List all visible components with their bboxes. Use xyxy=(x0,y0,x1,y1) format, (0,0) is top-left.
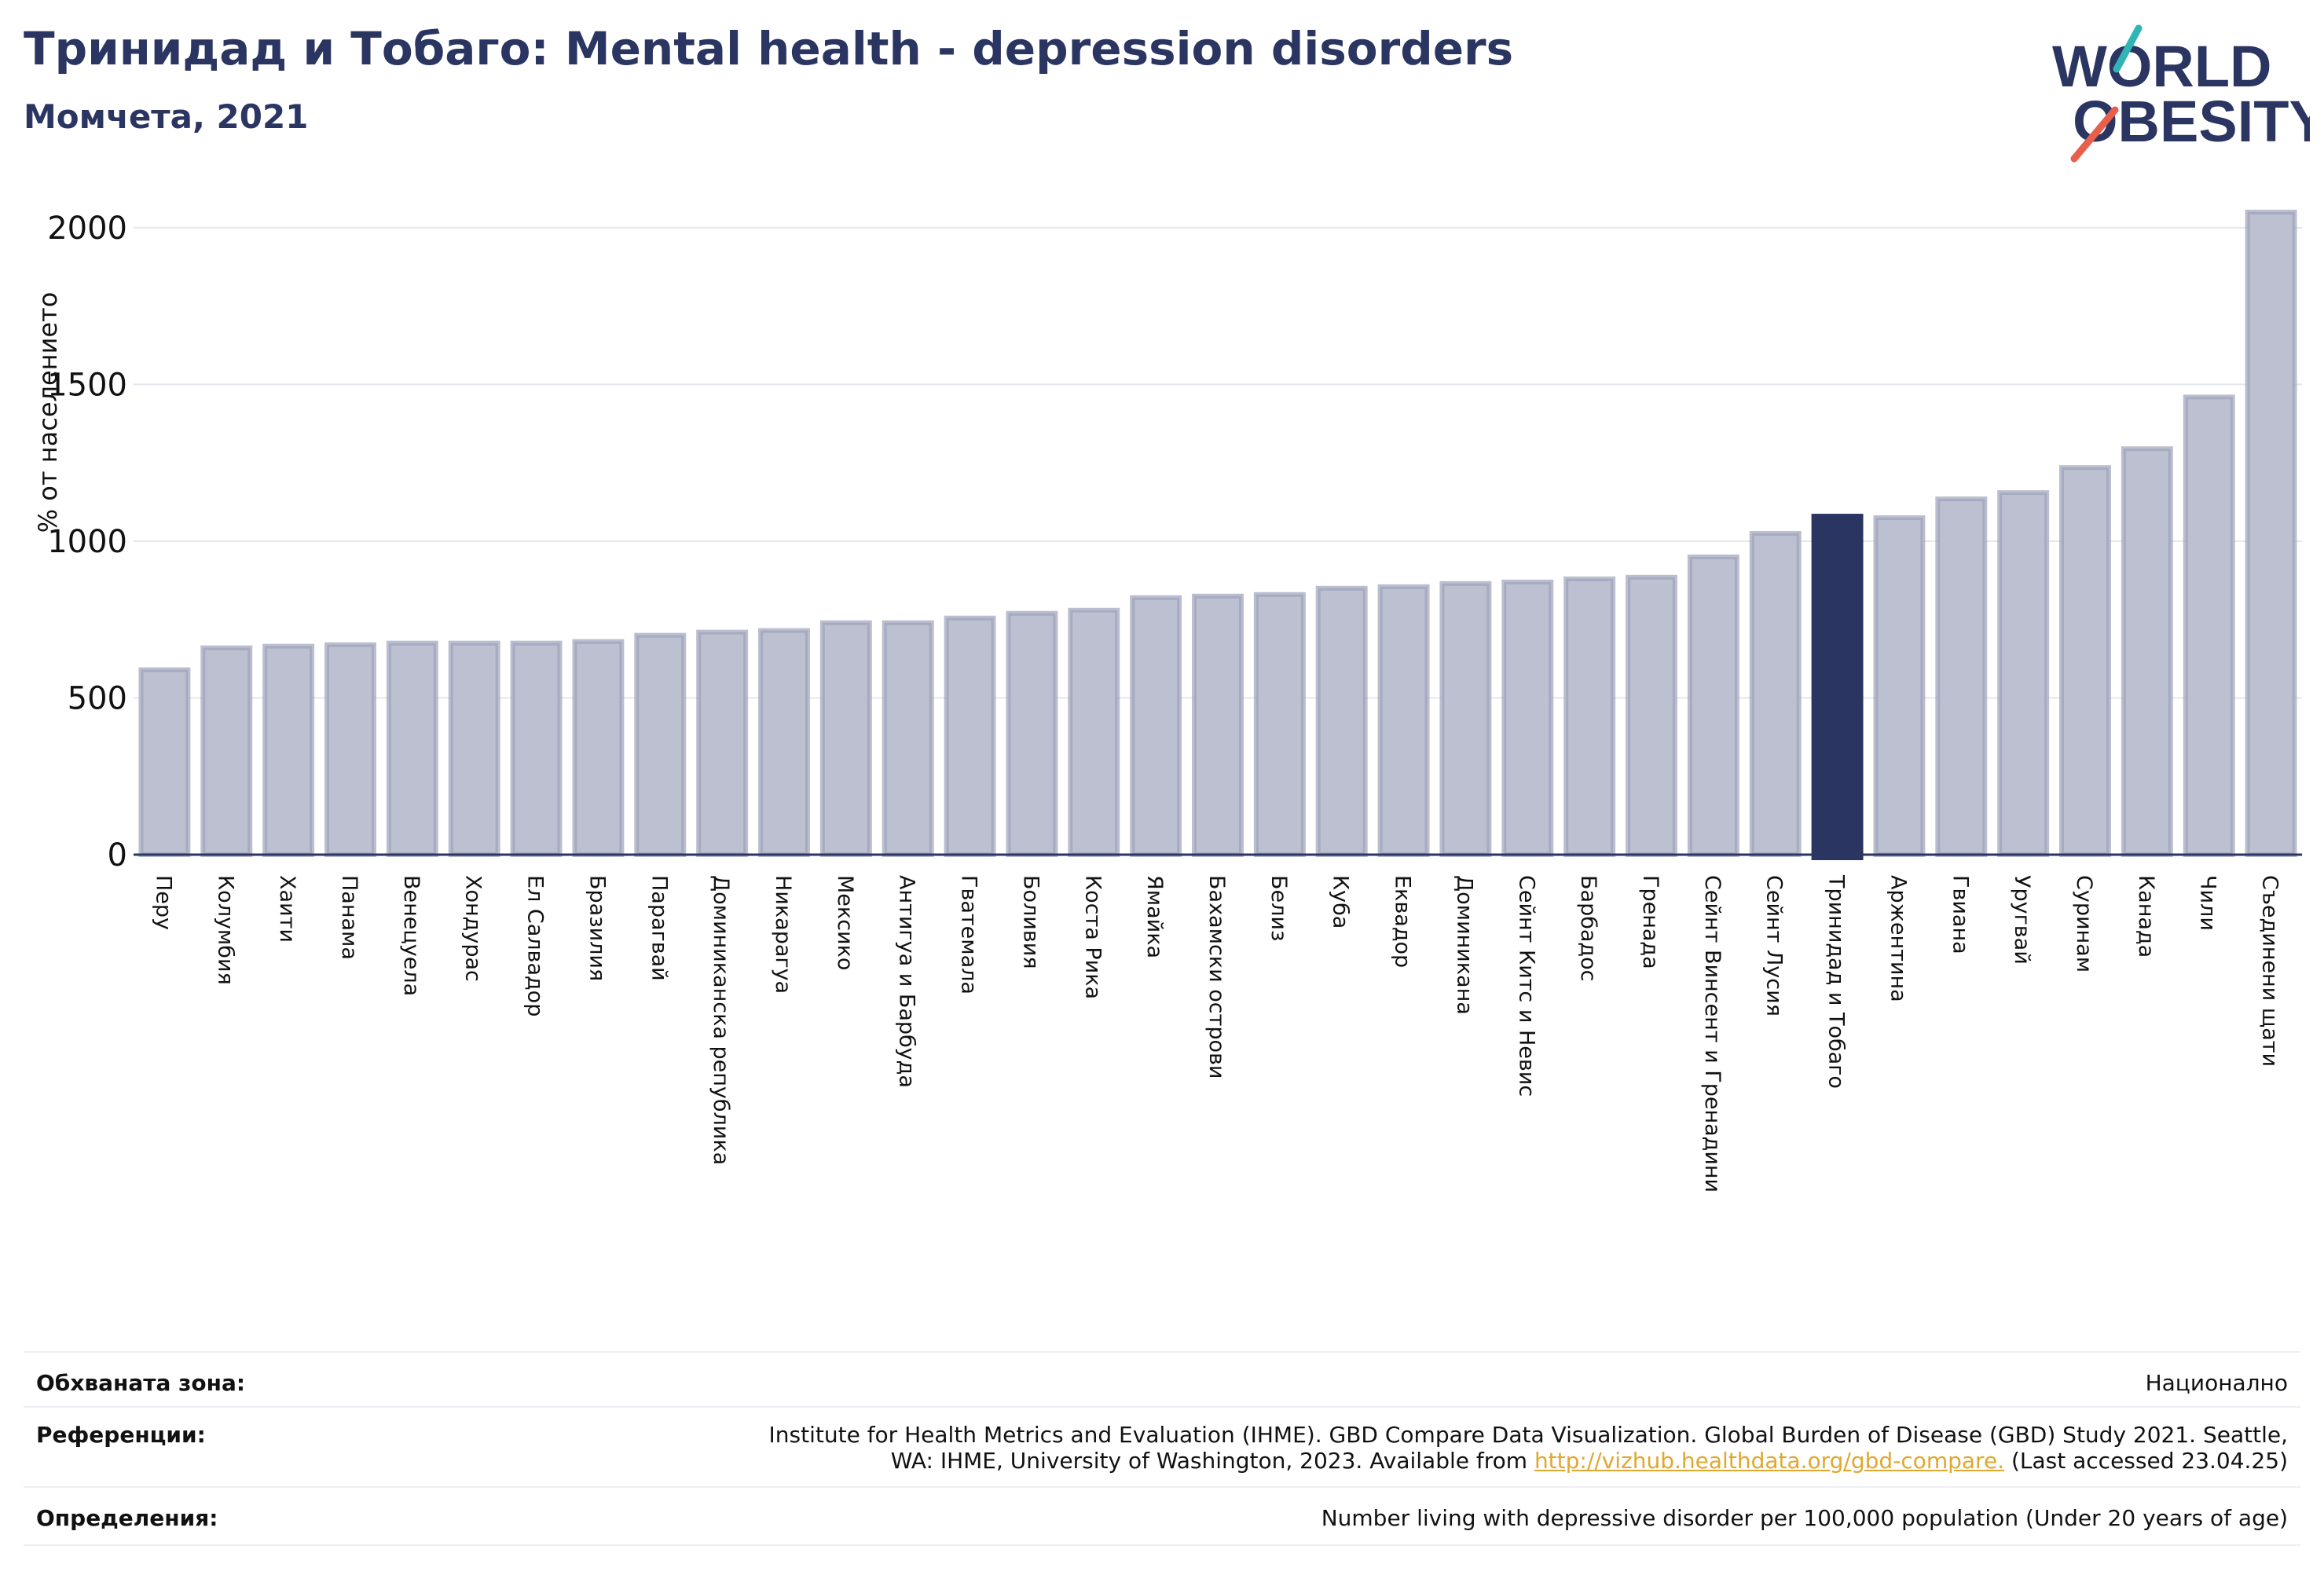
x-tick-label: Бразилия xyxy=(585,875,609,981)
x-tick-label: Гватемала xyxy=(957,875,981,994)
bar-chart: 0 500 1000 1500 2000 % от населението Перу Колу… xyxy=(33,209,2302,1192)
y-tick-label: 1500 xyxy=(47,367,127,403)
x-tick-label: Доминиканска република xyxy=(709,875,733,1165)
x-tick-label: Хаити xyxy=(275,875,299,943)
references-line-1: Institute for Health Metrics and Evaluat… xyxy=(768,1422,2288,1448)
bar[interactable] xyxy=(1068,607,1120,857)
bar[interactable] xyxy=(572,639,625,858)
bar[interactable] xyxy=(1501,579,1554,857)
references-value: Institute for Health Metrics and Evaluat… xyxy=(769,1422,2288,1474)
x-tick-label: Барбадос xyxy=(1576,875,1600,981)
x-tick-label: Сейнт Китс и Невис xyxy=(1514,875,1538,1097)
bar[interactable] xyxy=(1563,576,1616,857)
bar[interactable] xyxy=(1935,496,1988,857)
bar[interactable] xyxy=(758,628,810,858)
x-tick-label: Суринам xyxy=(2072,875,2096,972)
x-tick-label: Перу xyxy=(151,875,175,930)
y-tick-label: 500 xyxy=(68,680,127,716)
bar[interactable] xyxy=(1253,592,1306,857)
y-tick-label: 1000 xyxy=(47,524,127,560)
x-tick-label: Панама xyxy=(337,875,361,960)
bar[interactable] xyxy=(1377,584,1430,857)
x-tick-label: Куба xyxy=(1329,875,1353,929)
bar[interactable] xyxy=(944,615,996,857)
x-tick-label: Парагвай xyxy=(647,875,671,981)
x-tick-label: Канада xyxy=(2134,875,2158,958)
x-tick-label: Ямайка xyxy=(1142,875,1167,958)
bar[interactable] xyxy=(1873,515,1926,857)
chart-title: Тринидад и Тобаго: Mental health - depre… xyxy=(24,22,1514,75)
bar[interactable] xyxy=(386,640,438,858)
x-tick-label: Съединени щати xyxy=(2258,875,2282,1067)
x-tick-label: Ел Салвадор xyxy=(523,875,548,1016)
x-tick-label: Мексико xyxy=(833,875,857,970)
coverage-label: Обхваната зона: xyxy=(36,1370,246,1396)
bar[interactable] xyxy=(262,643,315,858)
bar[interactable] xyxy=(1130,595,1182,857)
references-link[interactable]: http://vizhub.healthdata.org/gbd-compare… xyxy=(1534,1448,2005,1474)
x-tick-label: Никарагуа xyxy=(771,875,795,994)
bar[interactable] xyxy=(138,667,191,857)
x-tick-label: Белиз xyxy=(1266,875,1291,941)
definitions-row: Определения: Number living with depressi… xyxy=(24,1486,2300,1546)
x-tick-label: Тринидад и Тобаго xyxy=(1824,874,1849,1089)
x-tick-label: Доминикана xyxy=(1452,875,1476,1015)
bar[interactable] xyxy=(2059,465,2111,858)
references-label: Референции: xyxy=(36,1422,206,1448)
x-tick-label: Хондурас xyxy=(461,875,486,982)
world-obesity-logo: WORLD OBESITY xyxy=(2052,24,2310,163)
coverage-row: Обхваната зона: Национално xyxy=(24,1351,2300,1408)
x-tick-label: Еквадор xyxy=(1391,875,1415,968)
coverage-value: Национално xyxy=(2145,1370,2288,1396)
bar[interactable] xyxy=(324,642,376,858)
bar[interactable] xyxy=(1006,610,1058,857)
bar[interactable] xyxy=(2245,209,2297,857)
x-tick-label: Колумбия xyxy=(213,875,237,985)
references-row: Референции: Institute for Health Metrics… xyxy=(24,1406,2300,1488)
definitions-value: Number living with depressive disorder p… xyxy=(1321,1505,2288,1531)
bar[interactable] xyxy=(448,640,500,858)
bar[interactable] xyxy=(1997,490,2050,857)
chart-subtitle: Момчета, 2021 xyxy=(24,97,309,136)
x-tick-label: Боливия xyxy=(1018,875,1043,969)
bar[interactable] xyxy=(696,629,749,858)
x-tick-label: Чили xyxy=(2196,875,2220,931)
definitions-label: Определения: xyxy=(36,1505,218,1531)
x-tick-label: Бахамски острови xyxy=(1204,875,1229,1079)
bar[interactable] xyxy=(1749,530,1802,857)
svg-text:WORLD: WORLD xyxy=(2052,34,2272,99)
x-tick-label: Венецуела xyxy=(399,875,423,996)
bar[interactable] xyxy=(1687,554,1739,858)
x-tick-label: Сейнт Лусия xyxy=(1762,875,1787,1016)
x-tick-label: Аржентина xyxy=(1886,875,1910,1002)
bar[interactable] xyxy=(1439,581,1492,857)
bar[interactable] xyxy=(510,640,563,858)
bar[interactable] xyxy=(819,620,872,857)
bar[interactable] xyxy=(2121,446,2173,857)
y-tick-label: 2000 xyxy=(47,211,127,247)
references-text: WA: IHME, University of Washington, 2023… xyxy=(890,1448,1534,1474)
y-axis-label: % от населението xyxy=(33,292,63,533)
bar[interactable] xyxy=(1315,585,1368,857)
bar[interactable] xyxy=(882,620,934,857)
bar[interactable] xyxy=(1192,593,1244,857)
bar[interactable] xyxy=(1626,574,1677,857)
bar[interactable] xyxy=(200,645,253,858)
x-tick-label: Сейнт Винсент и Гренадини xyxy=(1700,875,1725,1192)
x-tick-label: Антигуа и Барбуда xyxy=(895,875,919,1088)
bar[interactable] xyxy=(634,632,687,858)
svg-text:OBESITY: OBESITY xyxy=(2073,89,2310,154)
bar[interactable] xyxy=(2183,394,2235,857)
references-line-2: WA: IHME, University of Washington, 2023… xyxy=(769,1448,2288,1474)
references-accessed: (Last accessed 23.04.25) xyxy=(2004,1448,2288,1474)
bar[interactable] xyxy=(1811,514,1864,860)
y-tick-label: 0 xyxy=(108,837,127,874)
x-tick-label: Уругвай xyxy=(2010,875,2034,965)
x-tick-label: Гвиана xyxy=(1948,875,1972,954)
x-tick-label: Коста Рика xyxy=(1080,875,1105,999)
x-tick-label: Гренада xyxy=(1638,875,1662,969)
